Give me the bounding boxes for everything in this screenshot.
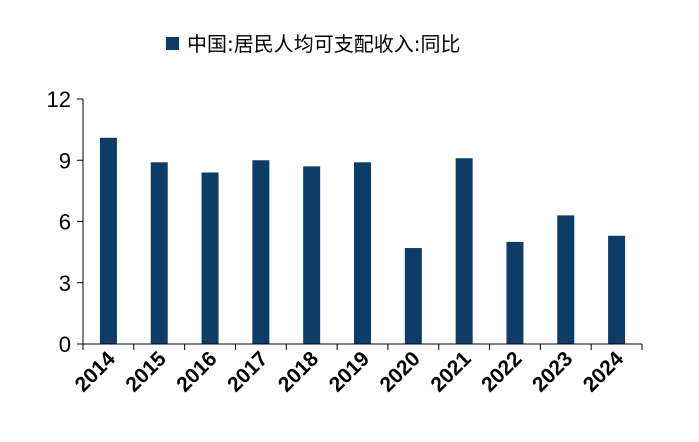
bar-2023 — [557, 215, 575, 345]
bar-2017 — [252, 160, 270, 344]
x-tick-label: 2024 — [579, 347, 629, 397]
bar-2021 — [455, 158, 473, 344]
x-tick-label: 2021 — [426, 347, 476, 397]
bar-2018 — [303, 166, 321, 345]
bar-2015 — [150, 162, 168, 344]
legend-swatch — [166, 37, 179, 50]
y-tick-label: 6 — [59, 210, 71, 235]
bars-group — [99, 137, 626, 345]
y-tick-label: 9 — [59, 148, 71, 173]
y-tick-label: 12 — [47, 87, 71, 112]
legend: 中国:居民人均可支配收入:同比 — [166, 32, 460, 56]
y-tick-label: 3 — [59, 271, 71, 296]
legend-label: 中国:居民人均可支配收入:同比 — [187, 32, 460, 56]
x-tick-label: 2020 — [376, 347, 425, 396]
y-tick-label: 0 — [59, 332, 71, 357]
x-tick-label: 2022 — [477, 347, 526, 396]
x-tick-label: 2016 — [172, 347, 221, 396]
bar-2020 — [404, 248, 422, 344]
bar-2016 — [201, 172, 219, 344]
x-tick-label: 2014 — [71, 347, 121, 397]
x-tick-label: 2017 — [223, 347, 272, 396]
bar-2014 — [99, 137, 117, 344]
x-tick-label: 2023 — [528, 347, 577, 396]
bar-2022 — [506, 241, 524, 344]
x-tick-label: 2018 — [274, 347, 324, 397]
x-axis-ticks: 2014 2015 2016 2017 2018 2019 2020 2021 2022 2023… — [71, 344, 643, 397]
y-axis-ticks: 0 3 6 9 12 — [47, 87, 83, 357]
bar-2024 — [608, 235, 626, 344]
bar-2019 — [354, 162, 371, 344]
x-tick-label: 2015 — [121, 347, 171, 397]
x-tick-label: 2019 — [325, 347, 374, 396]
